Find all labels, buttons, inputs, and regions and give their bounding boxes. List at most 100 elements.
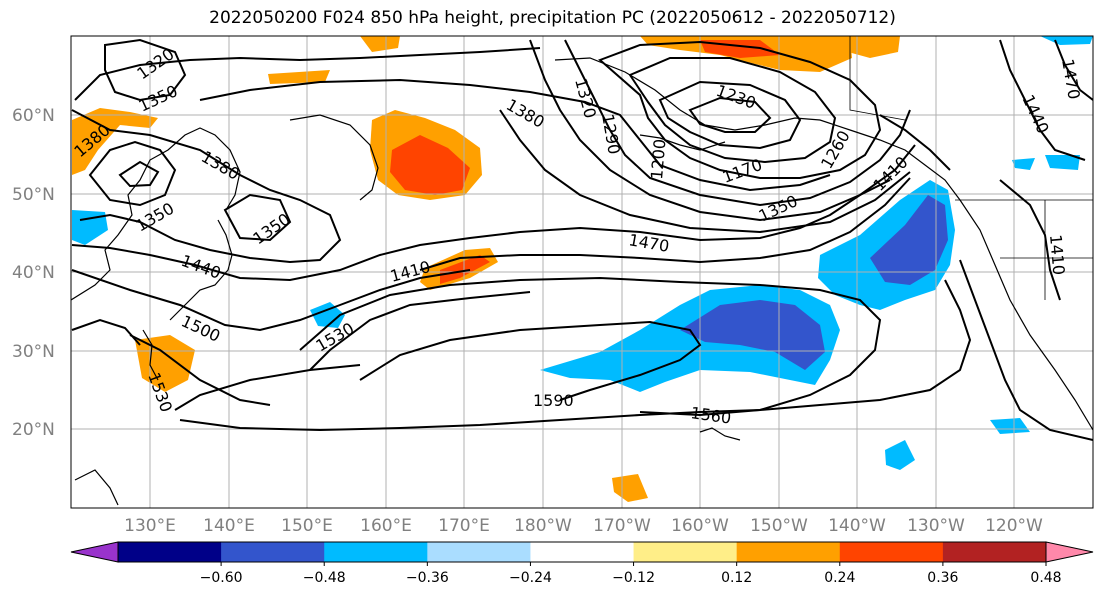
- coast-hawaii: [699, 427, 741, 441]
- precip-area-top-right: [1040, 36, 1093, 45]
- contour-1200-low: [658, 80, 802, 150]
- height-contours: [71, 38, 1093, 441]
- colorbar-tick-label: −0.12: [612, 570, 655, 586]
- contour-1320: [529, 39, 916, 222]
- precip-core-aleutian-west: [440, 255, 490, 284]
- colorbar-tick-label: 0.12: [721, 570, 752, 586]
- contour-1380-west: [71, 109, 342, 264]
- contour-1320-low-west: [118, 160, 160, 188]
- precip-area-siberia-strip: [268, 70, 330, 84]
- colorbar-segment: [942, 542, 1047, 562]
- coast-alaska-peninsula: [639, 134, 726, 151]
- chart-title: 2022050200 F024 850 hPa height, precipit…: [209, 8, 896, 28]
- coast-philippines: [142, 329, 159, 381]
- contour-1500-east: [959, 259, 1093, 441]
- precip-area-japan-sea: [72, 210, 108, 245]
- colorbar-segments: [117, 541, 1047, 563]
- contour-1350: [499, 109, 911, 234]
- contour-label: 1200: [647, 138, 669, 180]
- lon-label: 150°W: [750, 516, 808, 536]
- contour-1590: [359, 320, 702, 401]
- precip-area-yukon: [845, 36, 900, 58]
- precip-area-mexico-coast: [990, 418, 1030, 434]
- contour-1530-sw: [71, 318, 141, 346]
- colorbar-extend-high: [1045, 541, 1094, 563]
- colorbar-segment: [324, 542, 428, 562]
- latitude-labels: 60°N 50°N 40°N 30°N 20°N: [12, 106, 55, 440]
- lon-label: 130°E: [124, 516, 176, 536]
- contour-1410-east: [999, 179, 1061, 301]
- precip-core-kamchatka: [390, 135, 470, 195]
- contour-1560: [179, 279, 972, 432]
- contour-label: 1410: [1046, 234, 1068, 276]
- contour-1470-east: [1054, 39, 1093, 101]
- lat-label: 50°N: [12, 185, 55, 205]
- colorbar-segment: [427, 542, 531, 562]
- contour-1410-coast: [879, 114, 951, 171]
- map-frame: [70, 35, 1094, 509]
- contour-1440: [71, 179, 891, 282]
- precip-area-canada: [1045, 155, 1080, 170]
- precip-area-east-tropics: [885, 440, 915, 470]
- precip-area-canada-2: [1012, 158, 1035, 170]
- lon-label: 180°W: [514, 516, 572, 536]
- colorbar-segment: [530, 542, 635, 562]
- coast-north-america: [554, 57, 1093, 431]
- lat-label: 40°N: [12, 263, 55, 283]
- precip-area-ne-asia: [72, 108, 158, 175]
- lon-label: 140°W: [828, 516, 886, 536]
- lon-label: 170°W: [593, 516, 651, 536]
- colorbar-segment: [118, 542, 222, 562]
- contour-1350-low-west: [88, 140, 177, 207]
- coast-indochina: [74, 469, 119, 506]
- lon-label: 140°E: [203, 516, 255, 536]
- lat-label: 30°N: [12, 342, 55, 362]
- contour-1350-north: [74, 47, 541, 101]
- colorbar-outline: [117, 541, 1047, 563]
- precip-core-central-pacific: [680, 300, 825, 370]
- contour-1530-inner: [309, 291, 531, 371]
- contour-1530: [299, 276, 882, 417]
- contour-1260-low: [598, 40, 882, 179]
- colorbar-tick-label: −0.48: [303, 570, 346, 586]
- colorbar-tick-label: 0.48: [1030, 570, 1061, 586]
- colorbar-tick-label: −0.60: [200, 570, 243, 586]
- contour-1170-low: [688, 96, 772, 133]
- colorbar-segment: [839, 542, 944, 562]
- contour-1380-north: [199, 78, 831, 192]
- precip-negative-areas: [72, 36, 1093, 470]
- coastlines: [71, 57, 1093, 506]
- colorbar-ticks: −0.60 −0.48 −0.36 −0.24 −0.12 0.12 0.24 0.36 0.4…: [200, 562, 1062, 586]
- contour-1290: [564, 39, 911, 207]
- lon-label: 130°W: [907, 516, 965, 536]
- contour-1530-west: [129, 334, 271, 406]
- contour-1560-west: [174, 364, 361, 411]
- contour-1350-low-japan: [223, 193, 292, 242]
- colorbar-tick-label: 0.36: [927, 570, 958, 586]
- colorbar-segment: [221, 542, 325, 562]
- contour-label: 1590: [533, 391, 574, 410]
- precip-area-tropics: [612, 474, 648, 502]
- lat-label: 60°N: [12, 106, 55, 126]
- lat-label: 20°N: [12, 420, 55, 440]
- precip-area-west-pacific: [310, 302, 345, 328]
- colorbar-extend-low: [70, 541, 119, 563]
- colorbar: −0.60 −0.48 −0.36 −0.24 −0.12 0.12 0.24 0.36 0.4…: [70, 541, 1094, 586]
- contour-1440-east: [999, 39, 1086, 161]
- lon-label: 160°E: [360, 516, 412, 536]
- contour-1470: [419, 177, 911, 271]
- precip-core-northeast-pacific: [870, 195, 948, 285]
- coast-kamchatka: [289, 114, 379, 201]
- coast-asia: [71, 127, 241, 301]
- lon-label: 150°E: [281, 516, 333, 536]
- colorbar-segment: [736, 542, 841, 562]
- contour-1320-west: [104, 38, 187, 102]
- longitude-labels: 130°E 140°E 150°E 160°E 170°E 180°W 170°…: [124, 516, 1043, 536]
- gridlines: [71, 36, 1093, 508]
- colorbar-segment: [633, 542, 738, 562]
- contour-1230-low: [628, 57, 837, 164]
- lon-label: 160°W: [671, 516, 729, 536]
- contour-1500-west: [71, 269, 471, 332]
- colorbar-tick-label: −0.24: [509, 570, 552, 586]
